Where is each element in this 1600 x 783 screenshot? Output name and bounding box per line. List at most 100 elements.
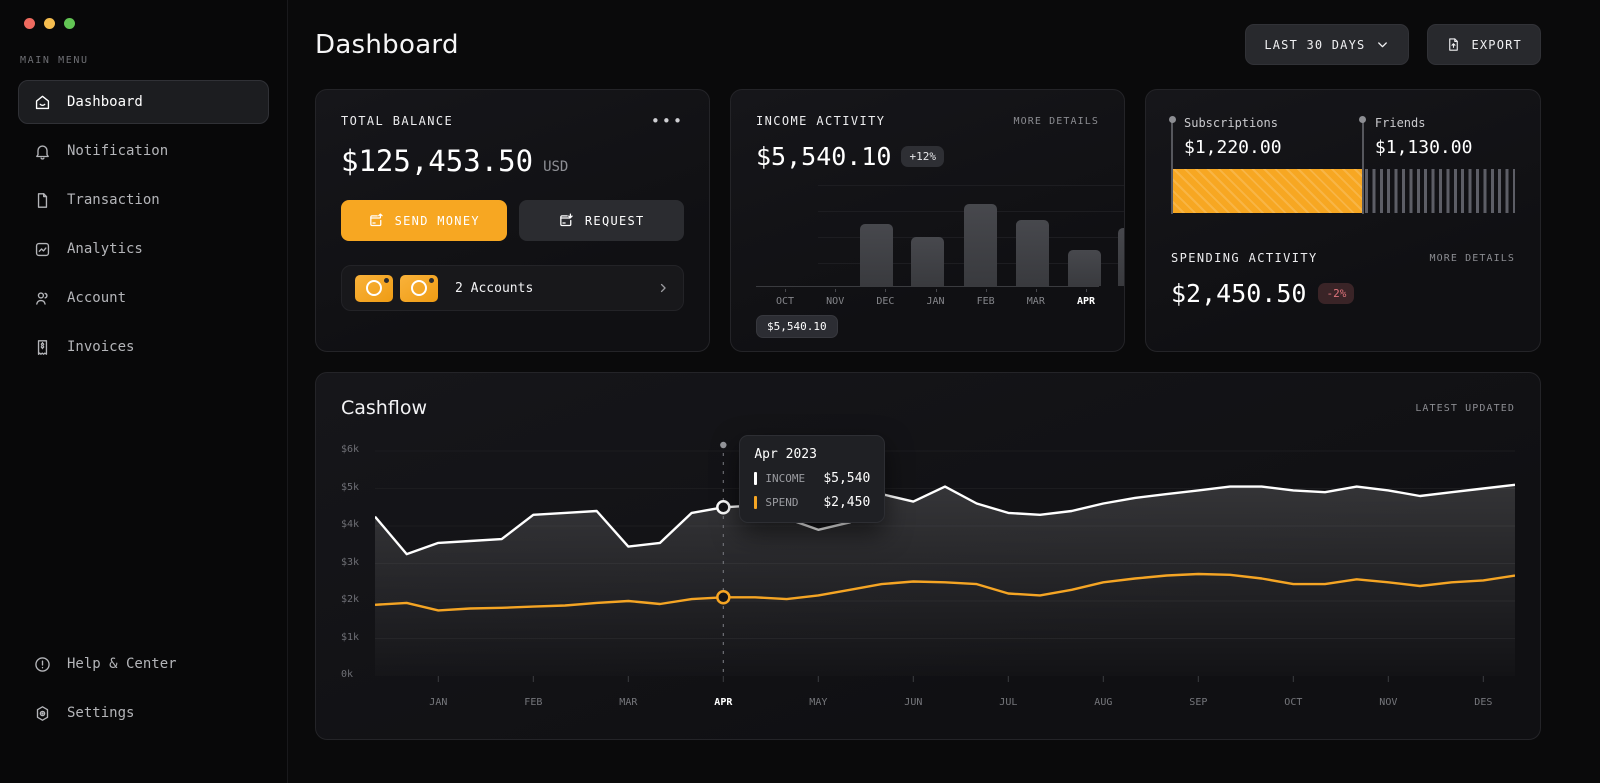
request-button[interactable]: REQUEST (518, 200, 684, 241)
sidebar-section-label: MAIN MENU (20, 55, 89, 66)
y-axis-label: $3k (341, 556, 360, 568)
income-activity-card: INCOME ACTIVITY MORE DETAILS $5,540.10 +… (730, 89, 1125, 352)
spending-amount: $2,450.50 (1171, 279, 1307, 308)
main-content: Dashboard LAST 30 DAYS EXPORT TOTAL BALA… (288, 0, 1600, 783)
export-file-icon (1449, 38, 1459, 51)
subscriptions-bar (1171, 169, 1362, 213)
sidebar-item-label: Invoices (67, 339, 135, 355)
sidebar-item-dashboard[interactable]: Dashboard (18, 80, 269, 124)
gridline (817, 185, 1124, 186)
accounts-row[interactable]: 2 Accounts (341, 265, 684, 311)
month-label: SEP (1189, 697, 1208, 708)
send-money-button[interactable]: SEND MONEY (341, 200, 507, 241)
income-bar (1068, 249, 1102, 286)
sidebar-item-analytics[interactable]: Analytics (18, 227, 269, 271)
sidebar-item-label: Transaction (67, 192, 160, 208)
sidebar-item-settings[interactable]: Settings (18, 691, 269, 735)
total-balance-amount: $125,453.50 (341, 144, 534, 178)
users-icon (36, 291, 48, 305)
sidebar-item-label: Notification (67, 143, 169, 159)
income-bar (963, 204, 997, 286)
income-bar-chart (756, 185, 1124, 287)
y-axis-label: $4k (341, 519, 360, 530)
sidebar-item-invoices[interactable]: Invoices (18, 325, 269, 369)
maximize-window-icon[interactable] (64, 18, 75, 29)
header-actions: LAST 30 DAYS EXPORT (1245, 24, 1541, 65)
cashflow-svg (375, 441, 1515, 682)
month-label: DEC (876, 289, 895, 307)
income-bar (911, 236, 945, 286)
month-label: NOV (826, 289, 845, 307)
home-icon (35, 95, 50, 109)
tooltip-income-value: $5,540 (823, 471, 871, 486)
invoice-icon (37, 339, 48, 355)
subscriptions-label: Subscriptions (1184, 116, 1278, 130)
page-title: Dashboard (315, 29, 459, 60)
spending-more-details-link[interactable]: MORE DETAILS (1429, 252, 1515, 264)
tooltip-spend-value: $2,450 (823, 495, 871, 510)
tooltip-income-row: INCOME $5,540 (754, 471, 870, 486)
export-button[interactable]: EXPORT (1427, 24, 1541, 65)
subscriptions-amount: $1,220.00 (1184, 137, 1282, 158)
date-range-label: LAST 30 DAYS (1264, 37, 1366, 52)
month-label: NOV (1379, 697, 1398, 708)
total-balance-label: TOTAL BALANCE (341, 114, 454, 128)
sidebar-item-label: Analytics (67, 241, 143, 257)
income-tick-icon (754, 472, 758, 485)
cashflow-tooltip: Apr 2023 INCOME $5,540 SPEND $2,450 (739, 435, 886, 523)
window-controls (18, 14, 269, 33)
month-label: FEB (524, 697, 543, 708)
total-balance-card: TOTAL BALANCE ••• $125,453.50 USD SEND M… (315, 89, 710, 352)
income-chart-tooltip: $5,540.10 (756, 315, 838, 338)
income-bar (1117, 228, 1124, 286)
month-label: OCT (1284, 697, 1303, 708)
help-icon (35, 656, 50, 672)
subscriptions-metric: Subscriptions $1,220.00 (1168, 116, 1362, 214)
export-label: EXPORT (1471, 37, 1522, 52)
request-label: REQUEST (584, 213, 645, 228)
friends-amount: $1,130.00 (1374, 137, 1473, 158)
sidebar-item-notification[interactable]: Notification (18, 129, 269, 173)
chevron-right-icon (656, 281, 670, 295)
sidebar-item-label: Help & Center (67, 656, 177, 672)
account-card-icon (355, 274, 393, 302)
month-label: MAR (619, 697, 638, 708)
cashflow-x-axis: JAN FEB MAR APR MAY JUN JUL AUG SEP OCT NOV DES (375, 695, 1515, 713)
sidebar-footer-nav: Help & Center Settings (18, 642, 269, 735)
cashflow-title: Cashflow (341, 397, 427, 419)
friends-metric: Friends $1,130.00 (1359, 116, 1515, 214)
cashflow-plot: Apr 2023 INCOME $5,540 SPEND $2,450 (375, 435, 1515, 691)
latest-updated-label: LATEST UPDATED (1415, 402, 1515, 414)
friends-label: Friends (1374, 116, 1426, 130)
spending-split-metrics: Subscriptions $1,220.00 Friends $1,130.0… (1168, 116, 1515, 214)
spending-change-badge: -2% (1318, 283, 1355, 304)
gear-icon (36, 705, 49, 721)
month-label: DES (1474, 697, 1493, 708)
close-window-icon[interactable] (24, 18, 35, 29)
sidebar-item-label: Settings (67, 705, 135, 721)
sidebar-item-transaction[interactable]: Transaction (18, 178, 269, 222)
accounts-count-label: 2 Accounts (455, 280, 534, 296)
month-label: APR (714, 697, 733, 708)
date-range-dropdown[interactable]: LAST 30 DAYS (1245, 24, 1410, 65)
chevron-down-icon (1378, 42, 1388, 48)
bell-icon (36, 144, 49, 160)
income-bar (1015, 220, 1049, 286)
income-more-details-link[interactable]: MORE DETAILS (1013, 115, 1099, 127)
y-axis-label: $6k (341, 444, 360, 455)
month-label: JAN (429, 697, 448, 708)
sidebar-item-account[interactable]: Account (18, 276, 269, 320)
card-send-icon (369, 213, 383, 227)
cashflow-chart: $6k $5k $4k $3k $2k $1k 0k Apr 2023 INCOME $5,… (341, 435, 1515, 713)
account-card-icon (400, 274, 438, 302)
more-options-icon[interactable]: ••• (650, 112, 684, 130)
income-change-badge: +12% (901, 146, 944, 167)
cashflow-card: Cashflow LATEST UPDATED $6k $5k $4k $3k $2k $… (315, 372, 1541, 740)
minimize-window-icon[interactable] (44, 18, 55, 29)
spending-activity-label: SPENDING ACTIVITY (1171, 251, 1318, 265)
currency-label: USD (543, 159, 569, 175)
month-label: APR (1076, 289, 1095, 307)
income-amount: $5,540.10 (756, 142, 892, 171)
sidebar-item-label: Dashboard (67, 94, 143, 110)
sidebar-item-help-center[interactable]: Help & Center (18, 642, 269, 686)
